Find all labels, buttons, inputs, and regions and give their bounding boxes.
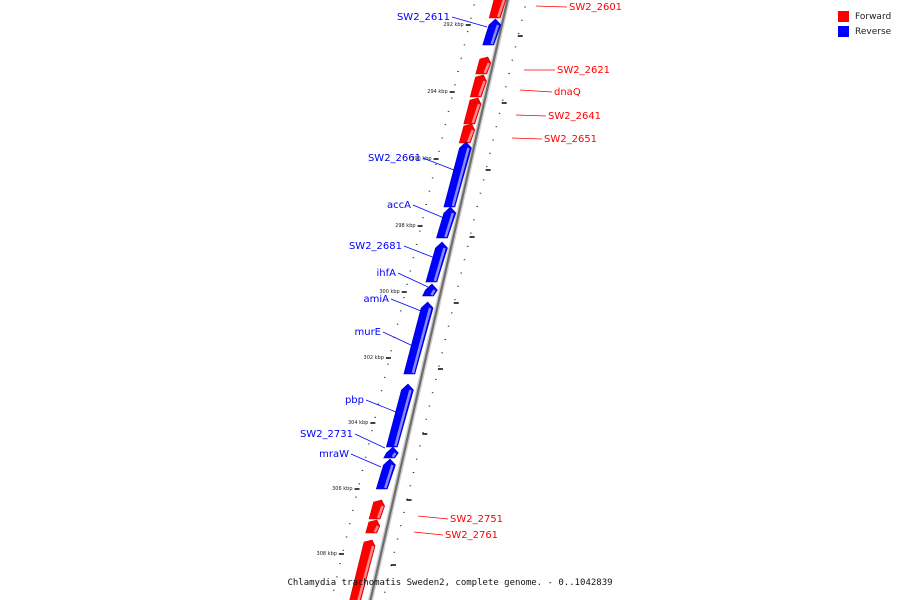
gene-highlight	[391, 452, 397, 458]
gene-leader-line	[451, 16, 488, 28]
scale-ticks: 292 kbp 294 kbp 296 kbp 298 kbp 300 kbp 302 k…	[317, 4, 526, 593]
gene-leader-line	[515, 114, 547, 117]
gene-label[interactable]: SW2_2601	[569, 2, 622, 13]
gene-highlight	[373, 525, 379, 533]
gene-label[interactable]: amiA	[364, 294, 390, 305]
gene-highlight	[467, 129, 474, 143]
gene-label[interactable]: ihfA	[377, 268, 397, 279]
scale-label: 300 kbp	[379, 289, 399, 295]
gene-highlight	[411, 307, 432, 374]
forward-swatch	[838, 11, 849, 22]
gene-leader-line	[422, 157, 455, 171]
gene-label[interactable]: dnaQ	[554, 87, 581, 98]
gene-reverse-arrow[interactable]	[436, 206, 457, 239]
gene-highlight	[433, 247, 446, 282]
gene-leader-line	[511, 137, 543, 140]
gene-highlight	[483, 62, 490, 74]
gene-leader-line	[397, 272, 429, 288]
scale-label: 304 kbp	[348, 420, 368, 426]
legend-reverse-label: Reverse	[855, 26, 892, 37]
gene-label[interactable]: SW2_2731	[300, 429, 353, 440]
gene-highlight	[478, 80, 486, 97]
gene-labels: SW2_2601 SW2_2611 SW2_2621 dnaQ SW2_2641 SW2_…	[300, 2, 622, 541]
gene-leader-line	[535, 5, 568, 8]
legend-forward-label: Forward	[855, 11, 892, 22]
scale-label: 306 kbp	[332, 486, 352, 492]
scale-label: 302 kbp	[364, 355, 384, 361]
gene-leader-line	[417, 515, 449, 520]
legend-forward: Forward	[838, 9, 891, 24]
legend: Forward Reverse	[838, 9, 891, 39]
gene-highlight	[444, 212, 455, 238]
gene-reverse-arrow[interactable]	[383, 446, 399, 459]
gene-leader-line	[350, 453, 382, 468]
scale-label: 298 kbp	[395, 223, 415, 229]
gene-label[interactable]: murE	[354, 327, 381, 338]
gene-label[interactable]: SW2_2661	[368, 153, 421, 164]
gene-highlight	[376, 505, 384, 519]
scale-label: 294 kbp	[427, 89, 447, 95]
gene-label[interactable]: pbp	[345, 395, 364, 406]
gene-label[interactable]: SW2_2621	[557, 65, 610, 76]
gene-highlight	[394, 389, 412, 447]
gene-leader-line	[382, 331, 414, 347]
gene-leader-line	[519, 89, 553, 93]
gene-highlight	[471, 103, 481, 124]
gene-label[interactable]: SW2_2611	[397, 12, 450, 23]
gene-highlight	[490, 24, 500, 45]
gene-forward-arrow[interactable]	[463, 97, 482, 125]
scale-label: 296 kbp	[411, 156, 431, 162]
gene-forward-arrow[interactable]	[469, 74, 487, 98]
legend-reverse: Reverse	[838, 24, 891, 39]
gene-label[interactable]: SW2_2751	[450, 514, 503, 525]
gene-track	[348, 0, 507, 600]
gene-label[interactable]: SW2_2681	[349, 241, 402, 252]
genome-backbone	[367, 0, 511, 600]
scale-label: 292 kbp	[443, 22, 463, 28]
gene-leader-line	[365, 399, 397, 413]
gene-reverse-arrow[interactable]	[375, 458, 396, 490]
gene-leader-line	[390, 298, 422, 312]
gene-label[interactable]: SW2_2761	[445, 530, 498, 541]
gene-label[interactable]: SW2_2651	[544, 134, 597, 145]
reverse-swatch	[838, 26, 849, 37]
gene-forward-arrow[interactable]	[348, 539, 376, 600]
gene-highlight	[497, 0, 506, 18]
gene-leader-line	[413, 531, 444, 536]
gene-label[interactable]: accA	[387, 200, 411, 211]
genome-caption: Chlamydia trachomatis Sweden2, complete …	[287, 578, 613, 588]
gene-label[interactable]: SW2_2641	[548, 111, 601, 122]
gene-reverse-arrow[interactable]	[482, 18, 502, 46]
scale-label: 308 kbp	[317, 551, 337, 557]
gene-highlight	[357, 545, 375, 600]
gene-leader-line	[403, 245, 436, 259]
gene-label[interactable]: mraW	[319, 449, 349, 460]
gene-highlight	[430, 289, 436, 296]
gene-highlight	[451, 147, 470, 207]
gene-leader-line	[354, 433, 386, 449]
gene-highlight	[384, 464, 394, 489]
backbone-line	[369, 0, 509, 600]
gene-leader-line	[412, 204, 445, 219]
